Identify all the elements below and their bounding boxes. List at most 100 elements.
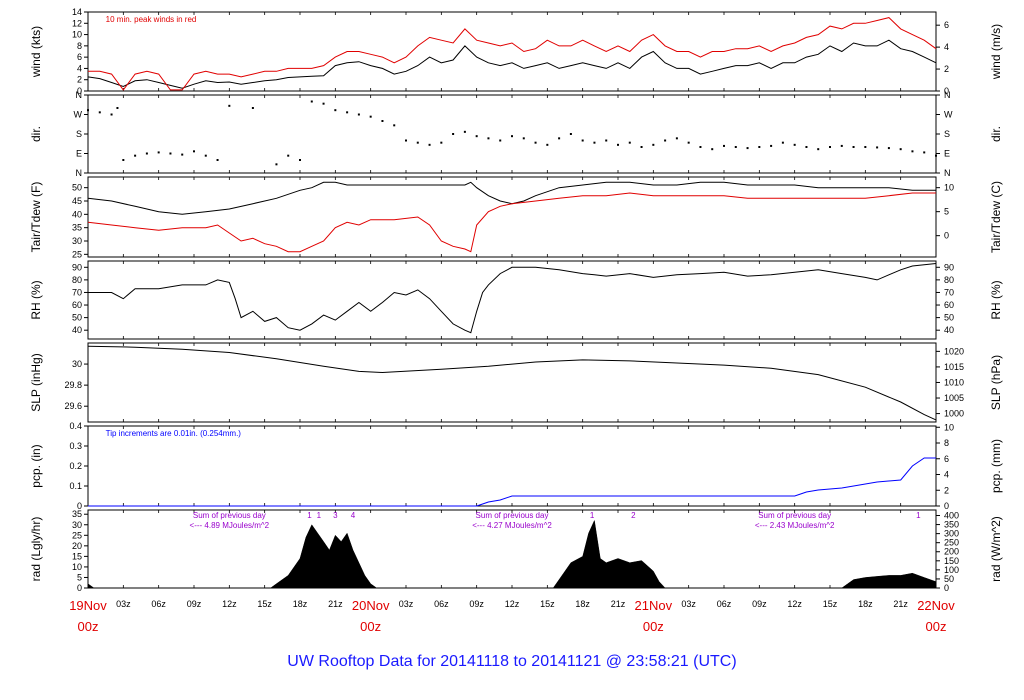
data-point	[463, 130, 466, 133]
y-tick-label-left: 30	[72, 236, 82, 246]
y-tick-label-left: 0	[77, 86, 82, 96]
y-tick-label-left: 12	[72, 18, 82, 28]
radiation-mark: 2	[631, 511, 636, 520]
x-tick-label: 03z	[116, 599, 131, 609]
data-point	[475, 135, 478, 138]
series-line-black	[88, 263, 937, 334]
data-point	[581, 139, 584, 142]
y-tick-label-right: 2	[944, 485, 949, 495]
y-tick-label-right: 10	[944, 183, 954, 193]
y-tick-label-left: 15	[72, 551, 82, 561]
y-tick-label-left: N	[76, 168, 83, 178]
daily-sum-annotation: Sum of previous day	[476, 511, 549, 520]
y-tick-label-right: 1020	[944, 346, 964, 356]
y-tick-label-left: S	[76, 129, 82, 139]
y-tick-label-left: 50	[72, 183, 82, 193]
data-point	[310, 100, 313, 103]
y-tick-label-left: 8	[77, 41, 82, 51]
data-point	[593, 141, 596, 144]
data-point	[440, 141, 443, 144]
y-tick-label-right: E	[944, 149, 950, 159]
x-day-hour-label: 00z	[360, 619, 381, 634]
data-point	[204, 154, 207, 157]
data-point	[216, 159, 219, 161]
y-tick-label-left: 30	[72, 359, 82, 369]
panel-annotation: Tip increments are 0.01in. (0.254mm.)	[106, 429, 242, 438]
y-tick-label-right: 6	[944, 20, 949, 30]
y-tick-label-left: 50	[72, 313, 82, 323]
y-tick-label-right: 2	[944, 64, 949, 74]
y-axis-title-right: wind (m/s)	[989, 24, 1003, 80]
y-tick-label-right: 50	[944, 574, 954, 584]
x-tick-label: 21z	[893, 599, 908, 609]
data-point	[145, 152, 148, 155]
x-tick-label: 18z	[575, 599, 590, 609]
data-point	[628, 141, 631, 144]
data-point	[357, 113, 360, 116]
data-point	[334, 109, 337, 112]
y-tick-label-right: 400	[944, 510, 959, 520]
y-tick-label-left: 80	[72, 275, 82, 285]
y-tick-label-right: 250	[944, 538, 959, 548]
y-tick-label-left: 6	[77, 52, 82, 62]
data-point	[275, 163, 278, 166]
y-axis-title-left: SLP (inHg)	[29, 353, 43, 411]
y-tick-label-left: 35	[72, 509, 82, 519]
x-axis: 03z 06z 09z 12z 15z 18z 21z 03z 06z 09z 12z 15z 18z 2…	[69, 598, 955, 634]
x-tick-label: 06z	[434, 599, 449, 609]
x-tick-label: 21z	[611, 599, 626, 609]
x-tick-label: 15z	[540, 599, 555, 609]
panel-pcp: 0 0.1 0.2 0.3 0.4 0 2 4 6 8 10 pcp. (in) pcp. (mm) Ti…	[29, 421, 1003, 511]
data-point	[134, 154, 137, 157]
panel-frame	[87, 11, 937, 92]
y-tick-label-left: 29.6	[64, 401, 82, 411]
y-tick-label-right: 300	[944, 529, 959, 539]
panel-frame	[87, 176, 937, 258]
y-tick-label-left: E	[76, 149, 82, 159]
data-point	[346, 111, 349, 114]
y-tick-label-left: 40	[72, 209, 82, 219]
data-point	[122, 159, 125, 161]
y-tick-label-left: 70	[72, 287, 82, 297]
radiation-area	[87, 519, 937, 589]
data-point	[605, 139, 608, 142]
y-tick-label-left: 0	[77, 501, 82, 511]
series-line-black	[87, 39, 937, 89]
y-tick-label-left: 0.2	[69, 461, 82, 471]
y-axis-title-left: dir.	[29, 126, 43, 142]
data-point	[558, 137, 561, 140]
data-point	[116, 107, 119, 109]
y-tick-label-left: 10	[72, 562, 82, 572]
data-point	[699, 146, 702, 148]
data-point	[652, 143, 655, 146]
data-point	[405, 139, 407, 142]
data-point	[899, 148, 902, 151]
y-axis-title-right: pcp. (mm)	[989, 439, 1003, 493]
radiation-mark: 3	[333, 511, 338, 520]
data-point	[428, 143, 431, 146]
page-title: UW Rooftop Data for 20141118 to 20141121…	[287, 653, 736, 670]
y-tick-label-right: 1010	[944, 377, 964, 387]
y-tick-label-right: 80	[944, 275, 954, 285]
y-tick-label-right: 10	[944, 422, 954, 432]
data-point	[181, 153, 184, 156]
data-point	[381, 120, 384, 122]
daily-sum-annotation: <--- 4.27 MJoules/m^2	[472, 521, 552, 530]
daily-sum-annotation: Sum of previous day	[193, 511, 266, 520]
y-tick-label-left: 90	[72, 262, 82, 272]
panel-rad: 05101520253035050100150200250300350400ra…	[29, 509, 1003, 593]
y-tick-label-right: 1005	[944, 393, 964, 403]
y-tick-label-left: 45	[72, 196, 82, 206]
y-tick-label-right: 0	[944, 86, 949, 96]
panel-frame	[87, 260, 937, 340]
y-axis-title-left: RH (%)	[29, 280, 43, 319]
y-tick-label-left: 0.1	[69, 481, 82, 491]
daily-sum-annotation: Sum of previous day	[758, 511, 831, 520]
data-point	[569, 133, 572, 135]
y-tick-label-right: 0	[944, 231, 949, 241]
y-axis-title-right: SLP (hPa)	[989, 355, 1003, 410]
data-point	[169, 152, 172, 155]
x-tick-label: 18z	[293, 599, 308, 609]
